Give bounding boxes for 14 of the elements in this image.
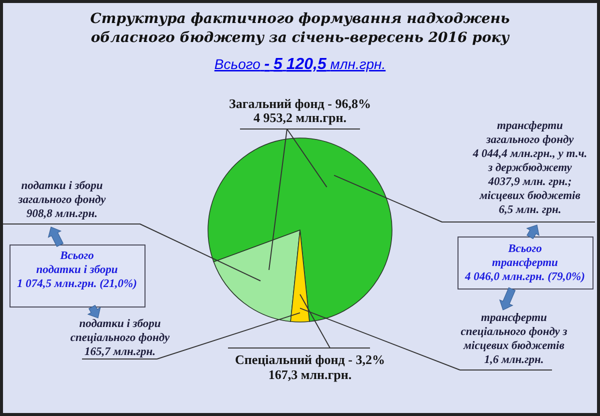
slice-label: Спеціальний фонд - 3,2% [235, 352, 385, 367]
chart-subtitle: Всього - 5 120,5 млн.грн. [214, 56, 386, 73]
text: трансферти спеціального фонду з місцевих бюджетів 1,6 млн.грн. [460, 312, 568, 366]
data-label: 4 044,4 млн.грн., у т.ч. з держбюджету 4037,9 млн. грн.; місцевих бюджетів 6,5 млн. грн. [472, 148, 588, 216]
text: Загальний фонд - 96,8% 4 953,2 млн.грн. [229, 96, 371, 125]
slice-label: податки і збори загального фонду [17, 180, 107, 206]
text: Всього трансферти 4 046,0 млн.грн. (79,0%) [464, 243, 586, 283]
slice-label: трансферти загального фонду [485, 120, 575, 146]
chart-title: Структура фактичного формування надходжень обласного бюджету за січень-вересень 2016 року [90, 11, 510, 46]
text: податки і збори спеціального фонду 165,7 млн.грн. [70, 318, 170, 358]
text: Всього податки і збори 1 074,5 млн.грн. (21,0%) [17, 250, 138, 290]
pie-slice [208, 138, 392, 322]
data-label: 908,8 млн.грн. [26, 208, 98, 220]
data-label: 167,3 млн.грн. [268, 367, 352, 382]
